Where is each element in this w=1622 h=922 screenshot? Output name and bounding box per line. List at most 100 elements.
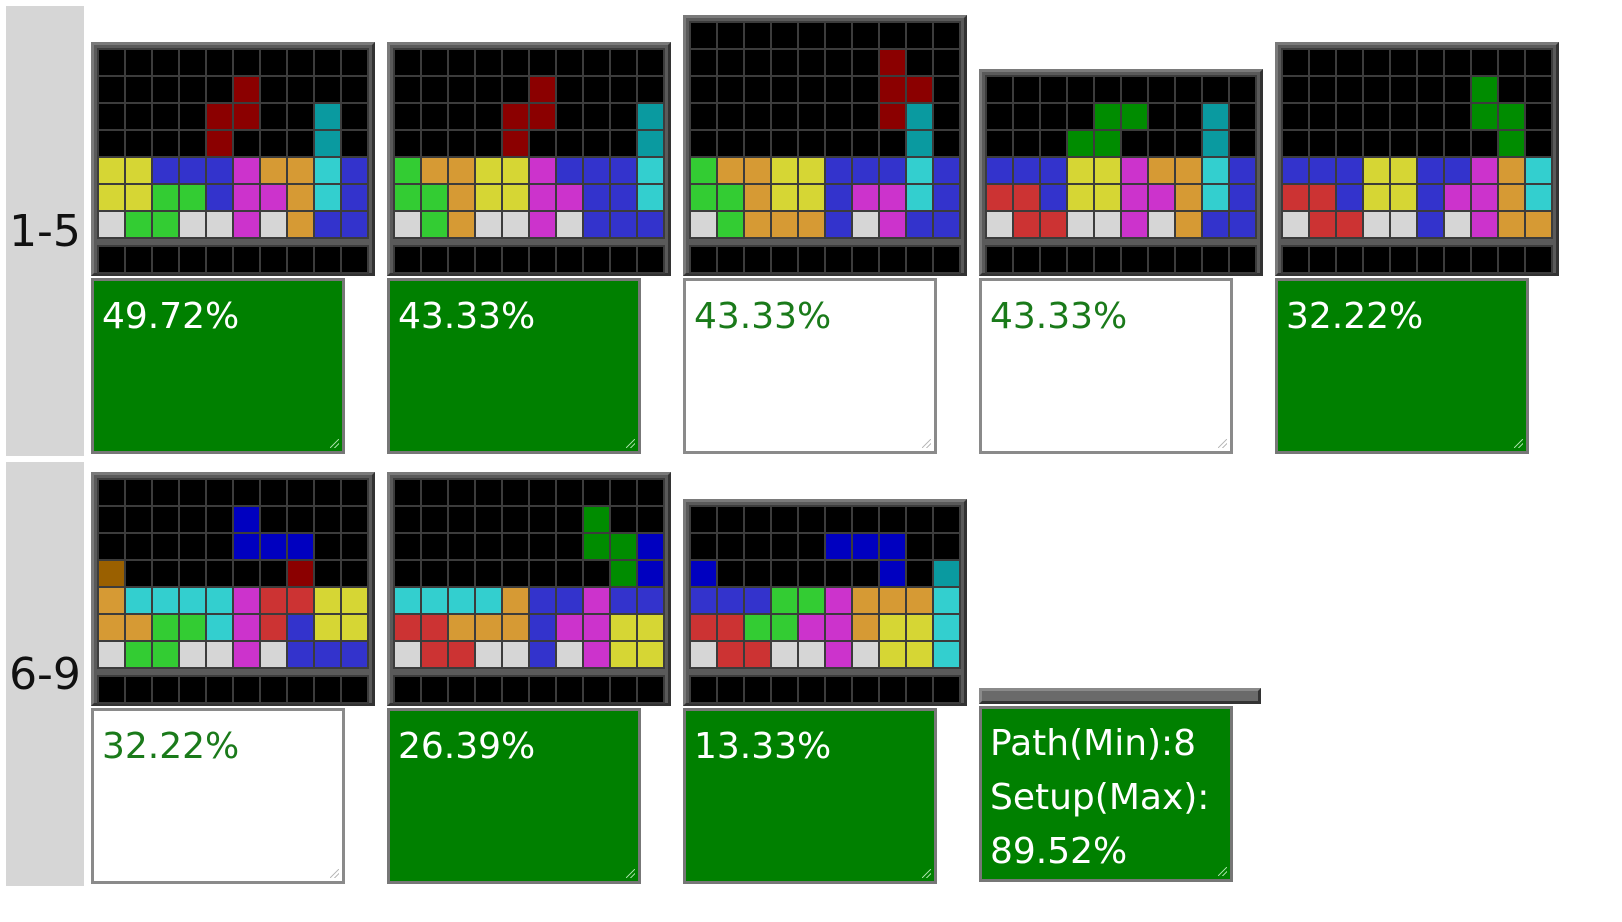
queue-cell: [395, 247, 420, 272]
resize-grip-icon[interactable]: [330, 439, 339, 448]
next-queue: [393, 675, 665, 704]
block-cell: [691, 588, 716, 613]
playfield: [393, 48, 665, 239]
probability-note-5[interactable]: 32.22%: [1275, 278, 1529, 454]
empty-cell: [718, 131, 743, 156]
block-cell: [288, 588, 313, 613]
block-cell: [530, 615, 555, 640]
queue-cell: [1203, 247, 1228, 272]
board-7: [387, 472, 671, 706]
empty-cell: [126, 534, 151, 559]
block-cell: [1122, 104, 1147, 129]
empty-cell: [826, 561, 851, 586]
empty-cell: [315, 561, 340, 586]
block-cell: [1526, 158, 1551, 183]
block-cell: [638, 158, 663, 183]
block-cell: [1364, 158, 1389, 183]
empty-cell: [745, 50, 770, 75]
block-cell: [907, 131, 932, 156]
empty-cell: [691, 131, 716, 156]
board-6: [91, 472, 375, 706]
block-cell: [180, 212, 205, 237]
block-cell: [934, 158, 959, 183]
playfield: [689, 21, 961, 239]
empty-cell: [395, 507, 420, 532]
block-cell: [234, 642, 259, 667]
empty-cell: [180, 104, 205, 129]
block-cell: [422, 212, 447, 237]
block-cell: [880, 534, 905, 559]
resize-grip-icon[interactable]: [1514, 439, 1523, 448]
block-cell: [395, 212, 420, 237]
block-cell: [99, 561, 124, 586]
block-cell: [1149, 212, 1174, 237]
block-cell: [1149, 158, 1174, 183]
summary-note[interactable]: Path(Min):8 Setup(Max): 89.52%: [979, 706, 1233, 882]
block-cell: [880, 104, 905, 129]
probability-note-4[interactable]: 43.33%: [979, 278, 1233, 454]
queue-cell: [584, 247, 609, 272]
resize-grip-icon[interactable]: [1218, 867, 1227, 876]
block-cell: [638, 534, 663, 559]
block-cell: [691, 185, 716, 210]
empty-cell: [476, 77, 501, 102]
resize-grip-icon[interactable]: [330, 869, 339, 878]
block-cell: [315, 615, 340, 640]
probability-note-2[interactable]: 43.33%: [387, 278, 641, 454]
empty-cell: [288, 104, 313, 129]
block-cell: [126, 588, 151, 613]
board-1: [91, 42, 375, 276]
probability-note-8[interactable]: 13.33%: [683, 708, 937, 884]
block-cell: [799, 615, 824, 640]
resize-grip-icon[interactable]: [922, 439, 931, 448]
board-4: [979, 69, 1263, 276]
resize-grip-icon[interactable]: [626, 439, 635, 448]
queue-cell: [745, 677, 770, 702]
block-cell: [1014, 212, 1039, 237]
block-cell: [449, 642, 474, 667]
block-cell: [1337, 158, 1362, 183]
block-cell: [799, 588, 824, 613]
probability-note-1[interactable]: 49.72%: [91, 278, 345, 454]
block-cell: [745, 212, 770, 237]
block-cell: [880, 185, 905, 210]
empty-cell: [1014, 131, 1039, 156]
block-cell: [315, 131, 340, 156]
block-cell: [503, 158, 528, 183]
empty-cell: [1283, 131, 1308, 156]
probability-note-3[interactable]: 43.33%: [683, 278, 937, 454]
probability-note-6[interactable]: 32.22%: [91, 708, 345, 884]
block-cell: [1041, 158, 1066, 183]
block-cell: [530, 104, 555, 129]
empty-cell: [880, 507, 905, 532]
empty-cell: [799, 131, 824, 156]
empty-cell: [261, 507, 286, 532]
queue-cell: [1095, 247, 1120, 272]
block-cell: [584, 158, 609, 183]
resize-grip-icon[interactable]: [922, 869, 931, 878]
empty-cell: [557, 50, 582, 75]
block-cell: [261, 642, 286, 667]
block-cell: [638, 642, 663, 667]
empty-cell: [234, 131, 259, 156]
block-cell: [530, 77, 555, 102]
empty-cell: [530, 480, 555, 505]
probability-note-7[interactable]: 26.39%: [387, 708, 641, 884]
resize-grip-icon[interactable]: [1218, 439, 1227, 448]
empty-cell: [234, 561, 259, 586]
empty-cell: [557, 534, 582, 559]
resize-grip-icon[interactable]: [626, 869, 635, 878]
empty-cell: [99, 534, 124, 559]
queue-cell: [342, 247, 367, 272]
empty-cell: [99, 104, 124, 129]
block-cell: [1203, 131, 1228, 156]
empty-cell: [745, 131, 770, 156]
queue-cell: [1499, 247, 1524, 272]
block-cell: [234, 212, 259, 237]
queue-cell: [853, 247, 878, 272]
block-cell: [1472, 185, 1497, 210]
empty-cell: [987, 77, 1012, 102]
block-cell: [261, 212, 286, 237]
block-cell: [1310, 158, 1335, 183]
empty-cell: [395, 534, 420, 559]
